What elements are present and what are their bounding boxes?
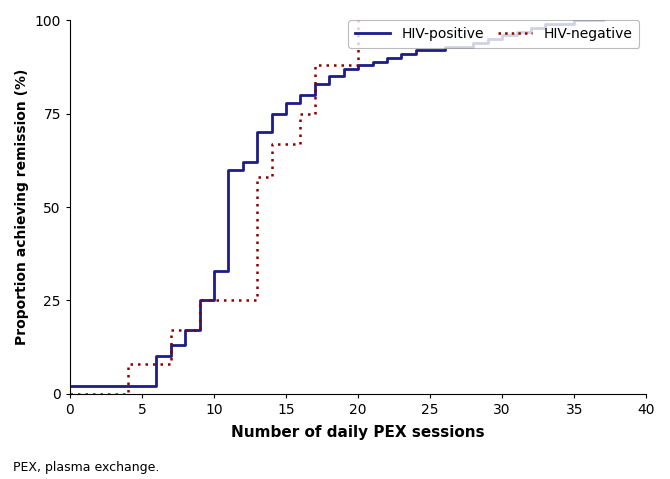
Y-axis label: Proportion achieving remission (%): Proportion achieving remission (%) — [15, 69, 29, 345]
Legend: HIV-positive, HIV-negative: HIV-positive, HIV-negative — [348, 20, 639, 48]
X-axis label: Number of daily PEX sessions: Number of daily PEX sessions — [231, 425, 485, 440]
Text: PEX, plasma exchange.: PEX, plasma exchange. — [13, 461, 159, 474]
